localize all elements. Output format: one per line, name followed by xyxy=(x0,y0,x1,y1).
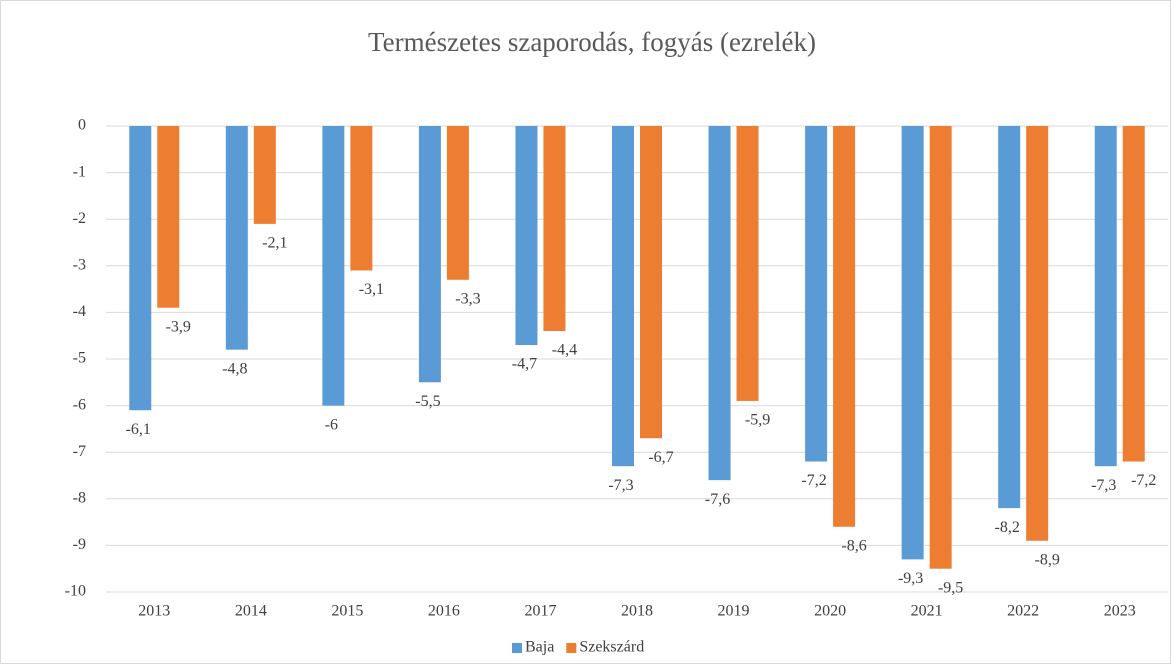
bar xyxy=(833,126,856,527)
x-tick-label: 2016 xyxy=(428,603,460,620)
bar xyxy=(543,126,566,332)
bar xyxy=(805,126,828,462)
bar xyxy=(225,126,248,350)
x-tick-label: 2023 xyxy=(1104,603,1136,620)
bar xyxy=(998,126,1021,509)
x-tick-label: 2018 xyxy=(621,603,653,620)
data-label: -7,3 xyxy=(608,477,633,494)
data-label: -6,7 xyxy=(648,449,673,466)
data-label: -7,2 xyxy=(1131,472,1156,489)
bar xyxy=(1026,126,1049,541)
data-label: -4,7 xyxy=(512,356,537,373)
data-label: -7,2 xyxy=(801,472,826,489)
legend-label: Baja xyxy=(525,639,554,656)
legend-label: Szekszárd xyxy=(579,639,644,656)
bar xyxy=(446,126,469,280)
bar xyxy=(350,126,373,271)
y-tick-label: -1 xyxy=(73,163,86,180)
y-tick-label: -5 xyxy=(73,350,86,367)
legend-swatch xyxy=(566,643,577,653)
y-tick-label: -10 xyxy=(65,583,86,600)
data-label: -9,5 xyxy=(938,579,963,596)
x-tick-label: 2013 xyxy=(138,603,170,620)
data-label: -3,3 xyxy=(455,290,480,307)
data-label: -6,1 xyxy=(126,421,151,438)
y-tick-label: -9 xyxy=(73,536,86,553)
bar xyxy=(129,126,152,411)
bar xyxy=(929,126,952,569)
data-label: -5,9 xyxy=(745,412,770,429)
y-tick-label: 0 xyxy=(78,117,86,134)
bar xyxy=(736,126,759,401)
x-tick-label: 2022 xyxy=(1007,603,1039,620)
y-tick-label: -6 xyxy=(73,396,86,413)
bar xyxy=(901,126,924,560)
data-label: -8,9 xyxy=(1035,551,1060,568)
x-tick-label: 2021 xyxy=(911,603,943,620)
data-label: -9,3 xyxy=(898,570,923,587)
y-tick-label: -7 xyxy=(73,443,86,460)
bar xyxy=(1122,126,1145,462)
data-label: -7,3 xyxy=(1091,477,1116,494)
data-label: -4,4 xyxy=(552,342,577,359)
bar xyxy=(1094,126,1117,467)
data-label: -5,5 xyxy=(415,393,440,410)
bar xyxy=(322,126,345,406)
x-tick-label: 2019 xyxy=(718,603,750,620)
data-label: -3,1 xyxy=(359,281,384,298)
y-tick-label: -4 xyxy=(73,303,86,320)
x-tick-label: 2014 xyxy=(235,603,267,620)
data-label: -8,6 xyxy=(841,537,866,554)
legend-swatch xyxy=(512,643,522,653)
bar xyxy=(515,126,538,346)
bar xyxy=(157,126,180,308)
x-tick-label: 2015 xyxy=(331,603,363,620)
data-label: -7,6 xyxy=(705,491,730,508)
x-tick-label: 2017 xyxy=(524,603,556,620)
bar xyxy=(640,126,662,439)
bar xyxy=(708,126,731,481)
bar xyxy=(612,126,634,467)
data-label: -8,2 xyxy=(995,519,1020,536)
data-label: -4,8 xyxy=(222,360,247,377)
bar xyxy=(418,126,441,383)
x-tick-label: 2020 xyxy=(814,603,846,620)
data-label: -6 xyxy=(325,416,338,433)
y-tick-label: -2 xyxy=(73,210,86,227)
chart-title: Természetes szaporodás, fogyás (ezrelék) xyxy=(368,27,816,57)
y-tick-label: -8 xyxy=(73,489,86,506)
data-label: -3,9 xyxy=(166,318,191,335)
y-tick-label: -3 xyxy=(73,256,86,273)
bar xyxy=(253,126,276,224)
data-label: -2,1 xyxy=(262,235,287,252)
